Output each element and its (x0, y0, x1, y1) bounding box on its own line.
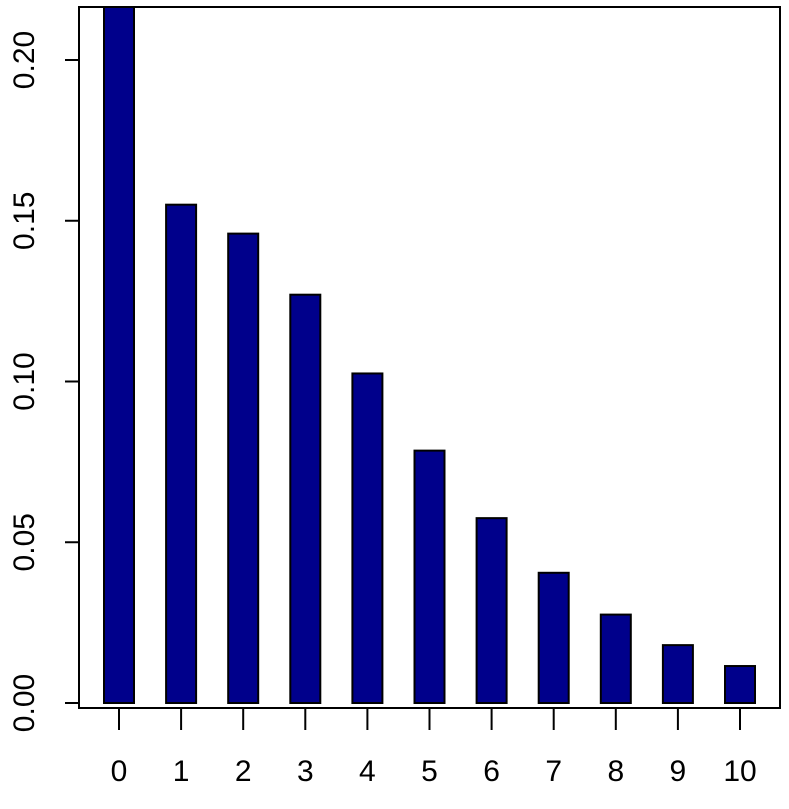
x-tick-label: 10 (723, 755, 756, 788)
bar-10 (724, 665, 756, 705)
x-tick-label: 5 (421, 755, 438, 788)
bar-8 (599, 613, 632, 705)
bar-0 (103, 7, 135, 704)
x-tick-label: 9 (670, 755, 687, 788)
bar-3 (289, 293, 322, 704)
y-tick-label: 0.00 (8, 674, 41, 732)
y-tick-label: 0.20 (8, 31, 41, 89)
x-tick-label: 7 (545, 755, 562, 788)
x-tick-label: 2 (235, 755, 252, 788)
x-tick-label: 1 (173, 755, 190, 788)
bar-9 (661, 644, 694, 705)
x-tick-label: 4 (359, 755, 376, 788)
x-axis: 0 1 2 3 4 5 6 7 8 9 10 (111, 708, 757, 788)
bar-7 (537, 571, 570, 704)
x-tick-label: 0 (111, 755, 128, 788)
bar-4 (351, 372, 384, 704)
x-tick-label: 6 (483, 755, 500, 788)
y-axis: 0.00 0.05 0.10 0.15 0.20 (8, 31, 79, 732)
bar-1 (165, 203, 198, 704)
bar-5 (413, 449, 446, 704)
y-tick-label: 0.10 (8, 352, 41, 410)
bar-2 (227, 232, 260, 705)
x-tick-label: 8 (607, 755, 624, 788)
bar-6 (475, 517, 508, 705)
bars-group (103, 7, 756, 705)
x-tick-label: 3 (297, 755, 314, 788)
y-tick-label: 0.15 (8, 192, 41, 250)
y-tick-label: 0.05 (8, 513, 41, 571)
